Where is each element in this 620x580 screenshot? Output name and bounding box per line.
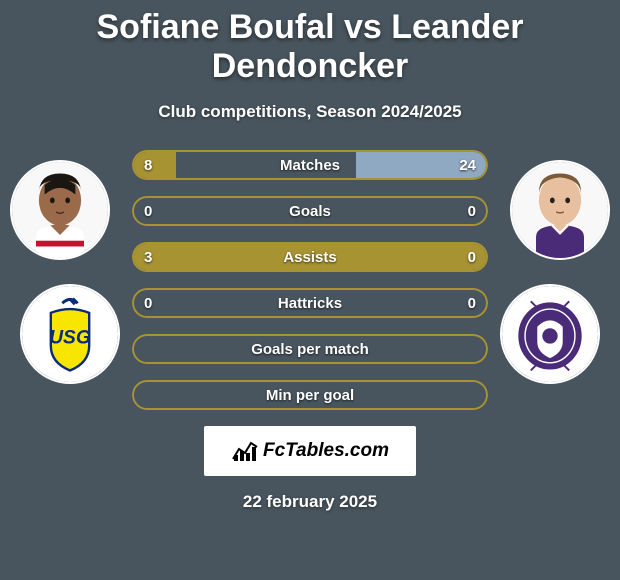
date-text: 22 february 2025	[0, 492, 620, 512]
bar-label: Goals per match	[132, 334, 488, 364]
club-left-badge-icon: USG	[22, 286, 118, 382]
player-right-avatar	[510, 160, 610, 260]
stat-bar-goals-per-match: Goals per match	[132, 334, 488, 364]
bar-label: Matches	[132, 150, 488, 180]
player-left-avatar	[10, 160, 110, 260]
bar-label: Min per goal	[132, 380, 488, 410]
player-right-face-icon	[512, 162, 608, 258]
club-right-badge	[500, 284, 600, 384]
bar-label: Goals	[132, 196, 488, 226]
stat-bar-hattricks: 00Hattricks	[132, 288, 488, 318]
comparison-content: USG 824Matches 00Goals 30Assists 00Hattrick…	[0, 150, 620, 410]
stat-bar-assists: 30Assists	[132, 242, 488, 272]
subtitle: Club competitions, Season 2024/2025	[0, 102, 620, 122]
page-title: Sofiane Boufal vs Leander Dendoncker	[0, 0, 620, 86]
player-left-face-icon	[12, 162, 108, 258]
club-right-badge-icon	[502, 286, 598, 382]
comparison-bars: 824Matches 00Goals 30Assists 00Hattricks Goa…	[132, 150, 488, 410]
club-left-badge: USG	[20, 284, 120, 384]
brand-chart-icon	[231, 439, 259, 463]
brand-box: FcTables.com	[204, 426, 416, 476]
stat-bar-goals: 00Goals	[132, 196, 488, 226]
bar-label: Hattricks	[132, 288, 488, 318]
brand-text: FcTables.com	[263, 440, 389, 462]
stat-bar-matches: 824Matches	[132, 150, 488, 180]
stat-bar-min-per-goal: Min per goal	[132, 380, 488, 410]
bar-label: Assists	[132, 242, 488, 272]
svg-text:USG: USG	[49, 328, 91, 349]
